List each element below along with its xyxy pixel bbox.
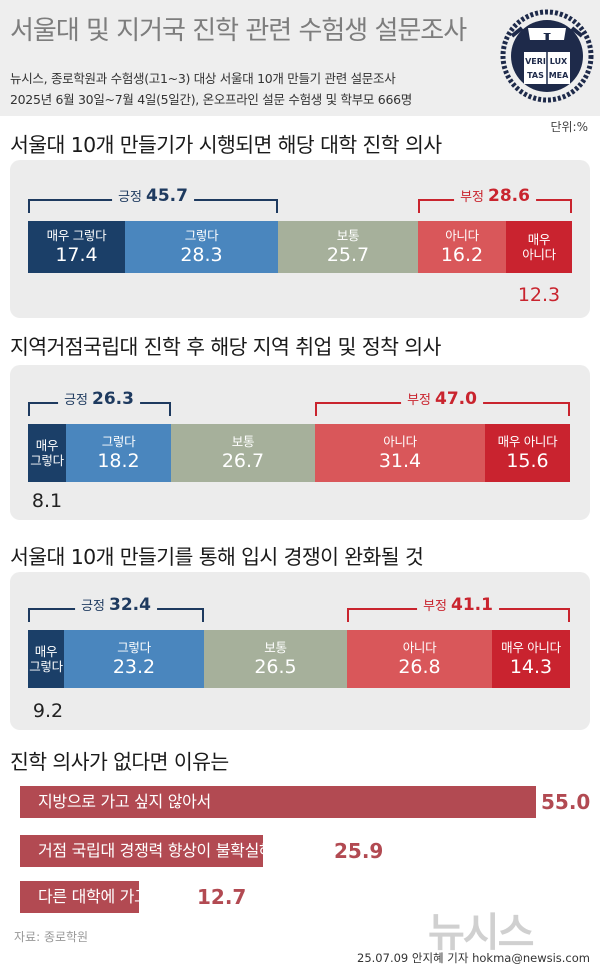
- chart1-seg-label-1: 그렇다: [184, 227, 219, 243]
- chart1-negative-value: 28.6: [487, 186, 530, 206]
- chart2-seg-value-2: 26.7: [221, 449, 265, 472]
- chart3-bar-disagree: 아니다 26.8: [347, 630, 492, 688]
- chart2-seg-label-2: 보통: [231, 433, 255, 449]
- chart4-bar-1: [20, 835, 263, 867]
- chart1-bar-neutral: 보통 25.7: [278, 221, 418, 273]
- chart4-value-0: 55.0: [541, 790, 591, 814]
- chart4-label-0: 지방으로 가고 싶지 않아서: [38, 792, 211, 811]
- chart3-seg-label-1: 그렇다: [117, 639, 151, 655]
- chart4-bar-0: [20, 786, 536, 818]
- chart2-positive-value: 26.3: [91, 389, 134, 409]
- chart4-bar-2: [20, 881, 139, 913]
- chart3-negative-name: 부정: [423, 599, 447, 614]
- snu-logo: J VERI LUX TAS MEA: [498, 6, 596, 106]
- subtitle-line2: 2025년 6월 30일~7월 4일(5일간), 온오프라인 설문 수험생 및 …: [10, 92, 412, 107]
- chart1-positive-name: 긍정: [118, 190, 142, 205]
- chart3-seg-value-1: 23.2: [112, 655, 156, 678]
- chart3-seg-value-0: 9.2: [32, 700, 64, 722]
- chart3-bar-strongly-agree: 매우 그렇다: [28, 630, 64, 688]
- chart3-bar-neutral: 보통 26.5: [204, 630, 347, 688]
- chart3-title: 서울대 10개 만들기를 통해 입시 경쟁이 완화될 것: [10, 545, 424, 569]
- chart3-positive-value: 32.4: [108, 595, 151, 615]
- unit-label: 단위:%: [550, 120, 588, 134]
- chart1-bar-strongly-agree: 매우 그렇다 17.4: [28, 221, 125, 273]
- chart2-seg-value-1: 18.2: [97, 449, 140, 472]
- chart3-seg-value-2: 26.5: [254, 655, 297, 678]
- chart1-positive-label: 긍정 45.7: [112, 186, 194, 206]
- chart1-bar-strongly-disagree: 매우 아니다: [506, 221, 572, 273]
- chart2-bar-strongly-agree: 매우 그렇다: [28, 424, 66, 482]
- chart2-title: 지역거점국립대 진학 후 해당 지역 취업 및 정착 의사: [10, 335, 441, 359]
- page-title: 서울대 및 지거국 진학 관련 수험생 설문조사: [10, 16, 467, 46]
- chart1-positive-value: 45.7: [145, 186, 188, 206]
- svg-text:J: J: [541, 30, 552, 51]
- chart4-value-2: 12.7: [197, 885, 247, 909]
- chart3-negative-value: 41.1: [450, 595, 493, 615]
- chart2-positive-label: 긍정 26.3: [58, 389, 140, 409]
- chart1-seg-label-4: 매우 아니다: [522, 232, 556, 262]
- chart3-negative-label: 부정 41.1: [417, 595, 499, 615]
- chart3-bar-strongly-disagree: 매우 아니다 14.3: [492, 630, 570, 688]
- chart2-bar-strongly-disagree: 매우 아니다 15.6: [485, 424, 570, 482]
- logo-text-mea: MEA: [549, 71, 569, 80]
- chart1-bar-agree: 그렇다 28.3: [125, 221, 278, 273]
- chart4-label-1: 거점 국립대 경쟁력 향상이 불확실해서: [38, 841, 288, 860]
- chart3-seg-value-4: 14.3: [509, 655, 553, 678]
- chart1-seg-label-0: 매우 그렇다: [46, 227, 107, 243]
- credit-line: 25.07.09 안지혜 기자 hokma@newsis.com: [357, 951, 590, 965]
- chart2-seg-value-3: 31.4: [378, 449, 422, 472]
- chart1-negative-label: 부정 28.6: [454, 186, 536, 206]
- chart2-negative-label: 부정 47.0: [401, 389, 483, 409]
- chart1-seg-value-4: 12.3: [517, 284, 561, 306]
- chart1-negative-name: 부정: [460, 190, 484, 205]
- chart2-bar-disagree: 아니다 31.4: [315, 424, 485, 482]
- chart2-negative-value: 47.0: [434, 389, 477, 409]
- logo-text-lux: LUX: [550, 57, 568, 66]
- chart2-bar-agree: 그렇다 18.2: [66, 424, 171, 482]
- logo-text-veri: VERI: [525, 57, 546, 66]
- logo-text-tas: TAS: [527, 71, 544, 80]
- chart3-seg-value-3: 26.8: [398, 655, 441, 678]
- chart1-title: 서울대 10개 만들기가 시행되면 해당 대학 진학 의사: [10, 133, 442, 157]
- chart2-positive-name: 긍정: [64, 393, 88, 408]
- chart1-seg-label-2: 보통: [336, 227, 360, 243]
- chart2-seg-label-0: 매우 그렇다: [30, 438, 64, 468]
- chart1-seg-value-3: 16.2: [440, 243, 484, 266]
- chart1-seg-value-0: 17.4: [55, 243, 98, 266]
- chart1-seg-label-3: 아니다: [445, 227, 479, 243]
- chart2-negative-name: 부정: [407, 393, 431, 408]
- chart4-label-2: 다른 대학에 가고 싶어서: [38, 887, 197, 906]
- chart2-seg-value-0: 8.1: [31, 490, 63, 512]
- chart3-seg-label-2: 보통: [264, 639, 287, 655]
- subtitle-line1: 뉴시스, 종로학원과 수험생(고1~3) 대상 서울대 10개 만들기 관련 설…: [10, 71, 396, 86]
- chart3-seg-label-3: 아니다: [402, 639, 437, 655]
- chart2-seg-label-3: 아니다: [383, 433, 417, 449]
- chart1-seg-value-1: 28.3: [180, 243, 223, 266]
- chart3-positive-name: 긍정: [81, 599, 105, 614]
- chart2-seg-value-4: 15.6: [506, 449, 549, 472]
- chart4-value-1: 25.9: [334, 839, 384, 863]
- chart2-seg-label-4: 매우 아니다: [497, 433, 558, 449]
- newsis-watermark: 뉴시스: [428, 910, 534, 956]
- chart4-title: 진학 의사가 없다면 이유는: [10, 750, 229, 774]
- header: 서울대 및 지거국 진학 관련 수험생 설문조사 뉴시스, 종로학원과 수험생(…: [0, 0, 600, 116]
- chart2-bar-neutral: 보통 26.7: [171, 424, 315, 482]
- chart3-seg-label-0: 매우 그렇다: [29, 644, 63, 674]
- chart2-seg-label-1: 그렇다: [101, 433, 136, 449]
- source-label: 자료: 종로학원: [14, 930, 89, 944]
- chart3-positive-label: 긍정 32.4: [75, 595, 157, 615]
- chart1-seg-value-2: 25.7: [326, 243, 370, 266]
- chart3-seg-label-4: 매우 아니다: [501, 639, 561, 655]
- chart1-bar-disagree: 아니다 16.2: [418, 221, 506, 273]
- chart3-bar-agree: 그렇다 23.2: [64, 630, 204, 688]
